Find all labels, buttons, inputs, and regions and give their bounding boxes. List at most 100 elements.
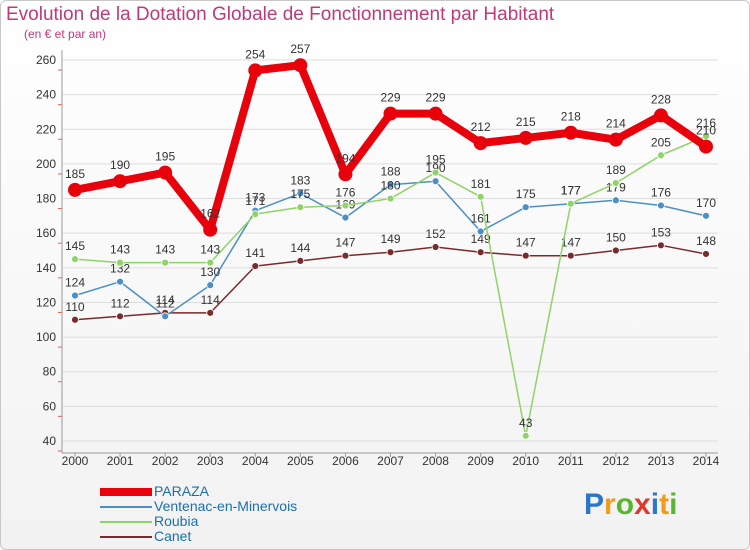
data-point: [431, 177, 440, 186]
data-label: 179: [606, 180, 626, 194]
data-point: [206, 308, 215, 317]
y-tick-label: 100: [36, 330, 56, 344]
data-point: [296, 189, 305, 198]
data-label: 153: [651, 225, 671, 239]
data-label: 183: [290, 173, 310, 187]
data-label: 205: [651, 135, 671, 149]
data-label: 185: [65, 167, 85, 181]
y-tick-label: 80: [43, 365, 57, 379]
data-label: 210: [696, 124, 716, 138]
data-point: [248, 63, 263, 78]
legend-swatch: [100, 488, 152, 496]
data-point: [566, 199, 575, 208]
data-point: [473, 136, 488, 151]
y-tick-label: 140: [36, 261, 56, 275]
x-tick-label: 2005: [287, 454, 314, 468]
data-point: [206, 258, 215, 267]
data-point: [653, 108, 668, 123]
data-label: 145: [65, 239, 85, 253]
data-point: [116, 277, 124, 286]
data-label: 177: [561, 184, 581, 198]
data-point: [296, 256, 305, 265]
data-label: 257: [290, 42, 310, 56]
data-point: [116, 312, 124, 321]
data-label: 132: [110, 262, 130, 276]
data-label: 195: [155, 150, 175, 164]
data-point: [702, 211, 710, 220]
x-tick-label: 2013: [648, 454, 675, 468]
x-tick-label: 2000: [62, 454, 89, 468]
data-label: 181: [471, 177, 491, 191]
data-label: 147: [561, 236, 581, 250]
data-label: 162: [200, 207, 220, 221]
data-label: 114: [201, 293, 220, 307]
data-point: [476, 227, 485, 236]
x-tick-label: 2001: [107, 454, 134, 468]
data-point: [71, 315, 79, 324]
data-point: [341, 201, 350, 210]
data-label: 229: [426, 91, 446, 105]
data-label: 190: [426, 161, 446, 175]
data-point: [71, 291, 79, 300]
y-tick-label: 180: [36, 192, 56, 206]
x-tick-label: 2007: [377, 454, 404, 468]
data-point: [386, 194, 395, 203]
data-point: [383, 106, 398, 121]
data-point: [476, 192, 485, 201]
data-label: 143: [110, 243, 130, 257]
data-label: 176: [335, 185, 355, 199]
data-label: 190: [110, 158, 130, 172]
data-point: [161, 312, 170, 321]
data-label: 215: [516, 115, 536, 129]
legend-label: Ventenac-en-Minervois: [154, 498, 298, 514]
y-tick-label: 40: [43, 434, 57, 448]
y-tick-label: 60: [43, 399, 57, 413]
data-label: 212: [471, 120, 491, 134]
data-label: 150: [606, 231, 626, 245]
data-label: 147: [516, 236, 536, 250]
data-label: 112: [156, 296, 175, 310]
y-tick-label: 200: [36, 157, 56, 171]
x-tick-label: 2009: [467, 454, 494, 468]
data-label: 148: [696, 234, 716, 248]
data-point: [116, 258, 124, 267]
x-tick-label: 2002: [152, 454, 179, 468]
data-point: [518, 130, 533, 145]
data-label: 147: [335, 236, 355, 250]
data-label: 229: [380, 91, 400, 105]
data-label: 175: [516, 187, 536, 201]
data-label: 188: [380, 165, 400, 179]
data-label: 161: [471, 211, 491, 225]
chart-subtitle: (en € et par an): [24, 27, 107, 41]
data-point: [657, 241, 665, 250]
data-label: 195: [426, 153, 446, 167]
data-label: 214: [606, 117, 626, 131]
data-label: 152: [426, 227, 446, 241]
data-label: 149: [471, 232, 491, 246]
data-point: [699, 139, 713, 154]
x-tick-label: 2006: [332, 454, 359, 468]
x-tick-label: 2004: [242, 454, 269, 468]
data-point: [566, 251, 575, 260]
data-point: [386, 248, 395, 257]
data-label: 194: [335, 151, 355, 165]
data-label: 114: [156, 293, 175, 307]
data-point: [611, 246, 620, 255]
data-label: 171: [245, 194, 265, 208]
proxiti-logo: Proxiti: [584, 488, 678, 521]
data-label: 228: [651, 92, 671, 106]
data-point: [521, 431, 530, 440]
data-label: 254: [245, 47, 265, 61]
x-tick-label: 2003: [197, 454, 224, 468]
legend-swatch: [100, 536, 152, 538]
data-label: 189: [606, 163, 626, 177]
data-point: [338, 167, 353, 182]
legend-swatch: [100, 506, 152, 508]
data-point: [251, 262, 260, 270]
data-label: 112: [111, 296, 130, 310]
data-label: 176: [651, 185, 671, 199]
x-tick-label: 2011: [558, 454, 584, 468]
y-tick-label: 160: [36, 226, 56, 240]
data-label: 124: [65, 276, 85, 290]
y-tick-label: 220: [36, 122, 56, 136]
